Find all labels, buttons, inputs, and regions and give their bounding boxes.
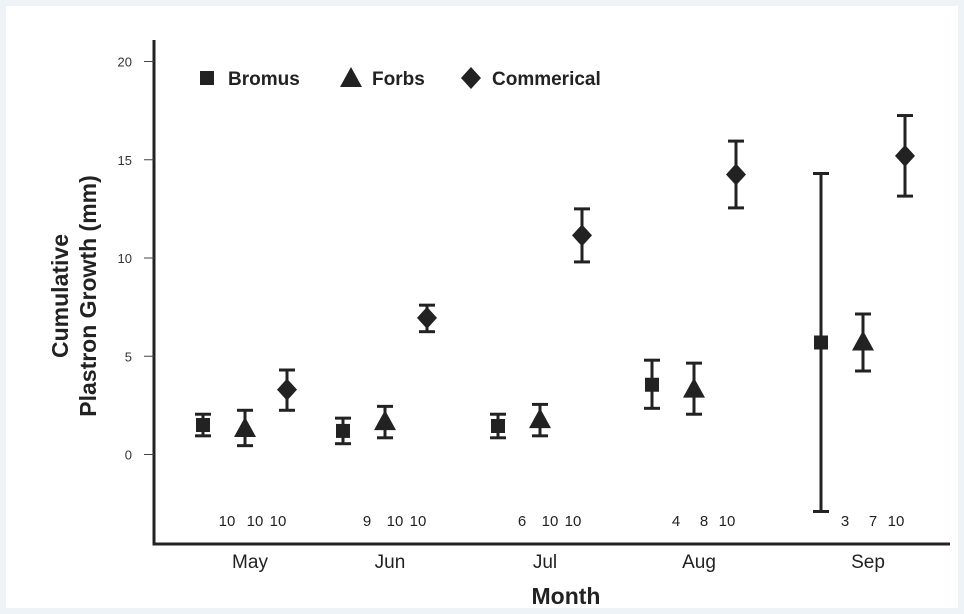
n-label-forbs-may: 10 xyxy=(247,513,264,530)
point-forbs-sep xyxy=(852,330,874,351)
chart-frame: 0 5 10 15 20 May Jun Jul Aug Sep 10 9 6 4 3 10 10 10 8 7 1… xyxy=(6,6,958,608)
y-tick-label-20: 20 xyxy=(118,55,132,70)
x-tick-label-sep: Sep xyxy=(851,552,885,573)
n-label-bromus-jul: 6 xyxy=(518,513,526,530)
point-bromus-jun xyxy=(336,423,350,438)
point-commerical-may xyxy=(277,378,297,401)
n-label-commerical-jun: 10 xyxy=(410,513,427,530)
point-forbs-may xyxy=(234,416,256,437)
legend-label-bromus: Bromus xyxy=(228,69,300,90)
legend-label-commerical: Commerical xyxy=(492,69,601,90)
y-axis-title-line-2: Plastron Growth (mm) xyxy=(75,175,101,417)
n-label-bromus-may: 10 xyxy=(219,513,236,530)
point-forbs-jun xyxy=(374,410,396,431)
y-tick-label-5: 5 xyxy=(125,349,132,364)
n-label-commerical-may: 10 xyxy=(270,513,287,530)
y-tick-label-15: 15 xyxy=(118,153,132,168)
y-tick-label-0: 0 xyxy=(125,448,132,463)
point-commerical-sep xyxy=(895,144,915,167)
point-commerical-aug xyxy=(726,163,746,186)
y-ticks: 0 5 10 15 20 xyxy=(118,55,154,463)
n-label-bromus-jun: 9 xyxy=(363,513,371,530)
data-points xyxy=(196,144,915,438)
n-label-forbs-jun: 10 xyxy=(387,513,404,530)
legend-marker-commerical xyxy=(461,67,481,89)
legend-markers xyxy=(200,67,481,89)
x-tick-label-may: May xyxy=(232,552,268,573)
y-tick-label-10: 10 xyxy=(118,251,132,266)
point-commerical-jun xyxy=(417,306,437,329)
x-tick-label-aug: Aug xyxy=(682,552,716,573)
n-label-commerical-aug: 10 xyxy=(719,513,736,530)
n-label-forbs-sep: 7 xyxy=(869,513,877,530)
legend-marker-bromus xyxy=(200,71,214,85)
error-bars xyxy=(195,114,913,513)
x-tick-labels: May Jun Jul Aug Sep xyxy=(232,552,885,573)
sample-size-labels: 10 9 6 4 3 10 10 10 8 7 10 10 10 10 10 xyxy=(219,513,905,530)
n-label-bromus-sep: 3 xyxy=(841,513,849,530)
x-axis-title: Month xyxy=(532,583,601,608)
point-forbs-jul xyxy=(529,408,551,429)
legend-marker-forbs xyxy=(340,67,362,87)
point-commerical-jul xyxy=(572,224,592,247)
point-bromus-aug xyxy=(645,377,659,392)
n-label-forbs-aug: 8 xyxy=(700,513,708,530)
point-bromus-may xyxy=(196,418,210,433)
legend-label-forbs: Forbs xyxy=(372,69,425,90)
n-label-commerical-sep: 10 xyxy=(888,513,905,530)
y-axis-title-line-1: Cumulative xyxy=(47,234,73,358)
n-label-forbs-jul: 10 xyxy=(542,513,559,530)
point-bromus-jul xyxy=(491,419,505,434)
point-forbs-aug xyxy=(683,377,705,398)
x-tick-label-jun: Jun xyxy=(375,552,406,573)
n-label-commerical-jul: 10 xyxy=(565,513,582,530)
legend: Bromus Forbs Commerical xyxy=(200,67,601,90)
x-tick-label-jul: Jul xyxy=(533,552,557,573)
point-bromus-sep xyxy=(814,335,828,350)
n-label-bromus-aug: 4 xyxy=(672,513,680,530)
y-axis-title: Cumulative Plastron Growth (mm) xyxy=(47,175,101,417)
